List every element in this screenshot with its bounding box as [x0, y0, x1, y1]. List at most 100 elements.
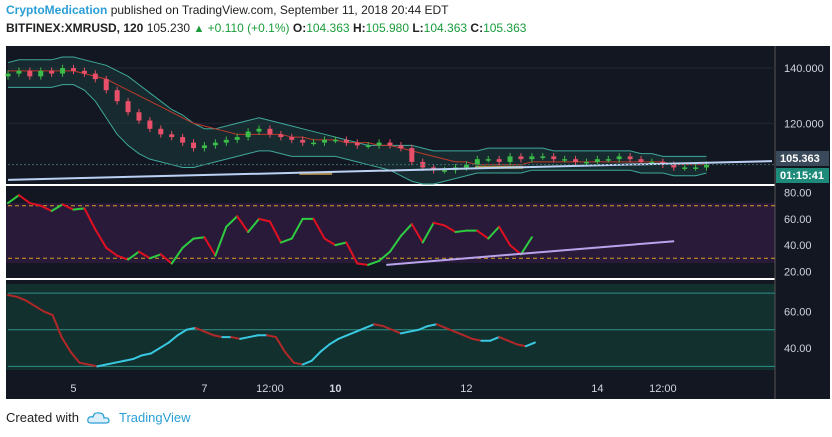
time-tick-label: 7 — [201, 383, 207, 395]
price-tag-label: 105.363 — [780, 153, 820, 165]
oscillator-segment — [42, 310, 54, 317]
candle-body — [256, 128, 262, 132]
candle-body — [398, 145, 404, 149]
stochastic-tick-label: 20.00 — [784, 266, 812, 278]
oscillator-segment — [471, 337, 483, 342]
price-tick-label: 140.000 — [784, 63, 824, 75]
stochastic-segment — [72, 207, 86, 211]
price-tick-label: 120.000 — [784, 118, 824, 130]
bollinger-lower-line — [8, 84, 707, 185]
candle-body — [551, 156, 557, 160]
oscillator-segment — [355, 326, 367, 333]
candle-body — [278, 134, 284, 138]
oscillator-segment — [24, 299, 36, 307]
candle-body — [682, 167, 688, 169]
candle-body — [485, 159, 491, 161]
oscillator-segment — [51, 314, 63, 339]
stochastic-segment — [105, 246, 119, 257]
time-tick-label: 5 — [70, 383, 76, 395]
candle-body — [114, 90, 120, 102]
candle-body — [540, 156, 546, 158]
symbol-label: BITFINEX:XMRUSD, 120 — [6, 21, 144, 35]
candle-body — [365, 145, 371, 147]
oscillator-segment — [408, 328, 420, 333]
oscillator-segment — [301, 359, 313, 366]
candle-body — [234, 137, 240, 140]
candle-body — [81, 70, 87, 74]
candle-body — [16, 70, 22, 74]
stochastic-segment — [279, 237, 293, 244]
candle-body — [594, 159, 600, 162]
tradingview-link[interactable]: TradingView — [118, 410, 191, 425]
candle-body — [474, 159, 480, 165]
oscillator-segment — [373, 323, 385, 328]
oscillator-segment — [310, 350, 322, 362]
oscillator-tick-label: 40.00 — [784, 343, 812, 355]
oscillator-segment — [328, 337, 340, 346]
stochastic-segment — [159, 253, 173, 265]
candle-body — [245, 131, 251, 138]
oscillator-segment — [69, 350, 81, 364]
time-tick-label: 10 — [329, 383, 341, 395]
oscillator-segment — [292, 361, 304, 366]
stochastic-tick-label: 80.00 — [784, 188, 812, 200]
candle-body — [409, 148, 415, 162]
time-axis[interactable] — [6, 374, 775, 399]
candle-body — [463, 164, 469, 168]
low-value: 104.363 — [423, 21, 468, 35]
close-label: C: — [470, 21, 484, 35]
stochastic-segment — [39, 204, 53, 212]
stochastic-segment — [148, 253, 162, 260]
stochastic-segment — [7, 194, 20, 205]
stochastic-segment — [367, 259, 381, 266]
stochastic-segment — [334, 241, 348, 247]
price-axis[interactable] — [775, 46, 830, 399]
footer: Created with TradingView — [6, 410, 191, 425]
candle-body — [147, 120, 153, 129]
oscillator-segment — [87, 363, 99, 368]
stochastic-segment — [268, 220, 282, 244]
oscillator-band — [6, 284, 775, 370]
candle-body — [60, 68, 66, 74]
candle-body — [693, 167, 699, 169]
oscillator-segment — [417, 325, 429, 331]
oscillator-segment — [105, 361, 117, 366]
candle-body — [605, 159, 611, 161]
last-price: 105.230 — [146, 21, 191, 35]
candle-body — [354, 142, 360, 146]
candle-body — [638, 159, 644, 162]
stochastic-segment — [389, 234, 402, 253]
candle-body — [289, 137, 295, 140]
candle-body — [311, 142, 317, 145]
price-tag — [776, 151, 829, 166]
published-text: published on TradingView.com, September … — [110, 3, 449, 17]
candle-body — [387, 142, 393, 146]
candle-body — [671, 164, 677, 168]
stochastic-segment — [181, 237, 195, 249]
candle-body — [223, 139, 229, 143]
oscillator-segment — [337, 334, 349, 340]
stochastic-segment — [487, 225, 501, 240]
oscillator-segment — [33, 304, 45, 313]
stochastic-segment — [519, 236, 533, 256]
stochastic-tick-label: 60.00 — [784, 214, 812, 226]
stochastic-segment — [192, 236, 206, 240]
stochastic-segment — [28, 202, 42, 207]
oscillator-segment — [230, 336, 242, 340]
time-tag — [776, 168, 829, 183]
oscillator-segment — [453, 330, 465, 337]
oscillator-segment — [96, 363, 108, 368]
author-name[interactable]: CryptoMedication — [6, 3, 108, 17]
stochastic-tick-label: 40.00 — [784, 240, 812, 252]
stochastic-segment — [421, 221, 435, 244]
chart-canvas[interactable]: 140.000 120.000 105.363 01:15:41 80.00 60.00 4… — [0, 40, 832, 405]
oscillator-segment — [239, 336, 251, 340]
stochastic-segment — [225, 215, 239, 228]
time-tag-label: 01:15:41 — [780, 170, 824, 182]
oscillator-segment — [489, 336, 501, 342]
oscillator-segment — [516, 343, 527, 348]
time-tick-label: 12 — [460, 383, 472, 395]
oscillator-segment — [7, 293, 18, 298]
candle-body — [627, 156, 633, 160]
oscillator-segment — [60, 336, 72, 353]
